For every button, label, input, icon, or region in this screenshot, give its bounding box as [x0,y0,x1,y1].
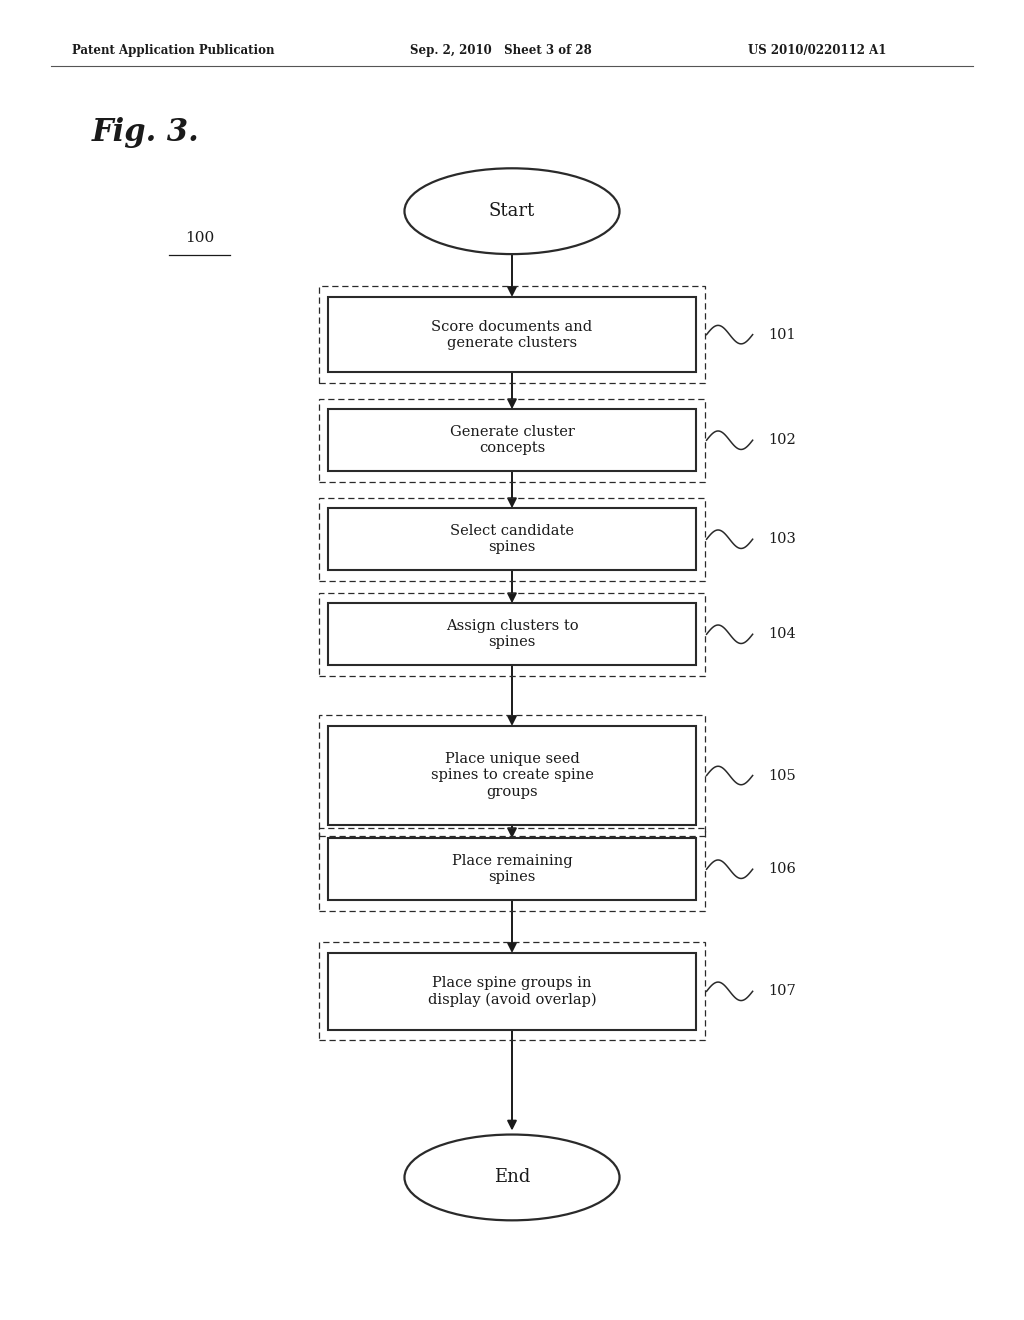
Text: 104: 104 [768,627,796,642]
Text: Generate cluster
concepts: Generate cluster concepts [450,425,574,455]
FancyBboxPatch shape [328,838,696,900]
Text: Score documents and
generate clusters: Score documents and generate clusters [431,319,593,350]
Text: 106: 106 [768,862,796,876]
FancyBboxPatch shape [328,953,696,1030]
FancyBboxPatch shape [328,508,696,570]
Text: 107: 107 [768,985,796,998]
Ellipse shape [404,1134,620,1220]
Text: Fig. 3.: Fig. 3. [92,116,200,148]
Ellipse shape [404,168,620,255]
Text: Sep. 2, 2010   Sheet 3 of 28: Sep. 2, 2010 Sheet 3 of 28 [410,44,591,57]
Text: End: End [494,1168,530,1187]
FancyBboxPatch shape [328,603,696,665]
FancyBboxPatch shape [328,726,696,825]
Text: Assign clusters to
spines: Assign clusters to spines [445,619,579,649]
Text: 103: 103 [768,532,796,546]
Text: Start: Start [488,202,536,220]
Text: 101: 101 [768,327,796,342]
FancyBboxPatch shape [328,297,696,372]
Text: Place spine groups in
display (avoid overlap): Place spine groups in display (avoid ove… [428,975,596,1007]
Text: 100: 100 [185,231,214,244]
Text: 105: 105 [768,768,796,783]
Text: Place unique seed
spines to create spine
groups: Place unique seed spines to create spine… [430,752,594,799]
Text: 102: 102 [768,433,796,447]
Text: US 2010/0220112 A1: US 2010/0220112 A1 [748,44,886,57]
Text: Patent Application Publication: Patent Application Publication [72,44,274,57]
Text: Place remaining
spines: Place remaining spines [452,854,572,884]
Text: Select candidate
spines: Select candidate spines [450,524,574,554]
FancyBboxPatch shape [328,409,696,471]
